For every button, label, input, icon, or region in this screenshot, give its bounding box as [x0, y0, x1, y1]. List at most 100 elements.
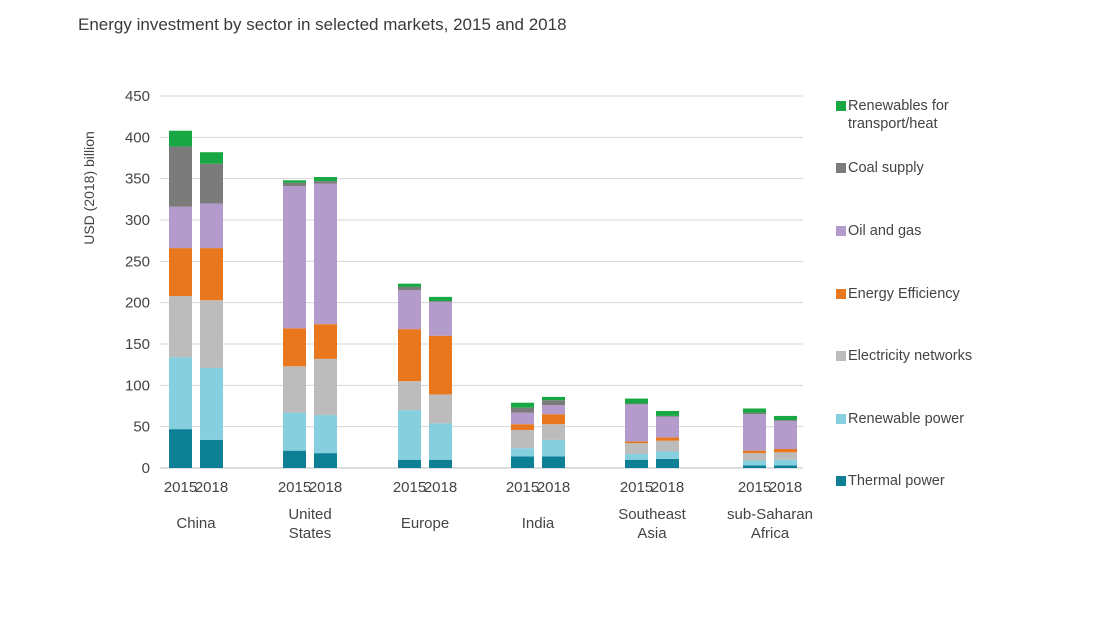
legend-label: Oil and gas	[848, 223, 921, 239]
bar-segment	[429, 301, 452, 302]
bar-segment	[200, 300, 223, 368]
bar-segment	[169, 206, 192, 249]
bar-segment	[743, 450, 766, 454]
bar-segment	[774, 465, 797, 468]
y-tick-label: 0	[142, 460, 150, 477]
bar-segment	[542, 414, 565, 425]
bar-segment	[398, 329, 421, 382]
bar-segment	[511, 402, 534, 408]
x-tick-year-label: 2015	[506, 479, 539, 496]
legend-label: Energy Efficiency	[848, 286, 961, 302]
bar-segment	[656, 410, 679, 416]
legend-label: Renewables for	[848, 98, 949, 114]
legend-label: Coal supply	[848, 160, 925, 176]
bar-segment	[283, 182, 306, 187]
bar-segment	[625, 403, 648, 405]
bar-segment	[743, 465, 766, 468]
bar-segment	[656, 458, 679, 468]
bar-segment	[429, 301, 452, 336]
bar-segment	[542, 456, 565, 468]
bar-segment	[314, 177, 337, 182]
bar-segment	[314, 183, 337, 325]
y-tick-label: 300	[125, 212, 150, 229]
y-tick-label: 400	[125, 129, 150, 146]
bar-segment	[200, 203, 223, 249]
bar-segment	[542, 405, 565, 415]
legend-swatch	[836, 476, 846, 486]
bar-segment	[774, 459, 797, 466]
bar-segment	[429, 296, 452, 302]
x-tick-year-label: 2015	[738, 479, 771, 496]
legend-swatch	[836, 226, 846, 236]
bar-segment	[398, 459, 421, 468]
bar-segment	[314, 181, 337, 184]
bar-segment	[200, 152, 223, 164]
bar-segment	[774, 420, 797, 449]
chart-title: Energy investment by sector in selected …	[78, 15, 567, 34]
bar-segment	[283, 328, 306, 367]
bar-segment	[656, 415, 679, 417]
bar-segment	[743, 460, 766, 466]
legend-swatch	[836, 163, 846, 173]
bar-segment	[200, 367, 223, 440]
y-tick-label: 200	[125, 295, 150, 312]
bar-segment	[398, 381, 421, 411]
bar-segment	[542, 439, 565, 457]
bar-segment	[656, 416, 679, 438]
legend-swatch	[836, 289, 846, 299]
x-group-label: sub-Saharan	[727, 506, 813, 523]
bar-segment	[398, 286, 421, 291]
bar-segment	[774, 448, 797, 453]
bar-segment	[542, 400, 565, 406]
bar-segment	[743, 408, 766, 413]
bar-segment	[169, 296, 192, 358]
legend-label: Renewable power	[848, 411, 964, 427]
bar-segment	[743, 453, 766, 461]
bar-segment	[625, 459, 648, 468]
bar-segment	[429, 459, 452, 468]
bar-segment	[656, 437, 679, 441]
x-group-label: China	[176, 515, 216, 532]
legend-swatch	[836, 414, 846, 424]
bar-segment	[200, 439, 223, 468]
x-tick-year-label: 2015	[393, 479, 426, 496]
bar-segment	[314, 324, 337, 359]
bar-segment	[314, 415, 337, 454]
bar-segment	[625, 441, 648, 444]
bar-segment	[283, 366, 306, 413]
x-tick-year-label: 2018	[195, 479, 228, 496]
x-tick-year-label: 2018	[769, 479, 802, 496]
x-group-label: Africa	[751, 525, 790, 542]
bar-segment	[283, 186, 306, 329]
x-tick-year-label: 2015	[278, 479, 311, 496]
bar-segment	[511, 407, 534, 413]
bar-segment	[511, 429, 534, 449]
y-tick-label: 350	[125, 171, 150, 188]
bar-segment	[625, 453, 648, 460]
bar-segment	[169, 429, 192, 468]
x-tick-year-label: 2018	[651, 479, 684, 496]
bar-segment	[511, 456, 534, 468]
x-group-label: United	[288, 506, 331, 523]
bar-segment	[200, 248, 223, 301]
bar-segment	[398, 283, 421, 287]
bar-segment	[511, 448, 534, 457]
x-tick-year-label: 2015	[164, 479, 197, 496]
bar-segment	[398, 410, 421, 460]
legend-swatch	[836, 351, 846, 361]
y-tick-label: 100	[125, 377, 150, 394]
bar-segment	[314, 358, 337, 416]
x-tick-year-label: 2018	[537, 479, 570, 496]
y-axis-label: USD (2018) billion	[81, 131, 97, 245]
bar-segment	[656, 440, 679, 452]
bar-segment	[625, 404, 648, 442]
y-tick-label: 50	[133, 419, 150, 436]
legend-swatch	[836, 101, 846, 111]
bar-segment	[429, 394, 452, 424]
bar-segment	[169, 357, 192, 430]
x-group-label: Southeast	[618, 506, 686, 523]
bar-segment	[774, 420, 797, 421]
x-group-label: Europe	[401, 515, 449, 532]
y-tick-label: 450	[125, 88, 150, 105]
bar-segment	[511, 412, 534, 425]
